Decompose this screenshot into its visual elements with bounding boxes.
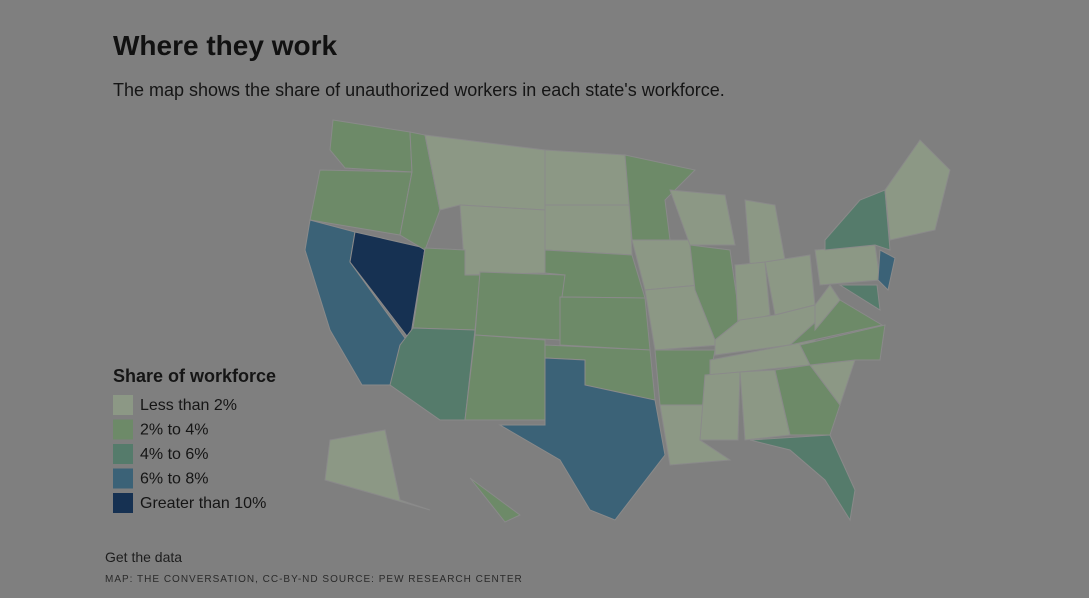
credit: MAP: THE CONVERSATION, CC-BY-ND SOURCE: …	[105, 574, 523, 585]
legend-label: 4% to 6%	[140, 446, 208, 463]
legend-swatch	[113, 395, 133, 415]
legend-swatch	[113, 468, 133, 489]
state	[814, 284, 841, 332]
state	[559, 296, 651, 351]
state	[814, 244, 881, 286]
state	[699, 371, 741, 441]
state	[464, 334, 546, 421]
state	[734, 261, 771, 326]
legend-label: 2% to 4%	[140, 422, 208, 439]
state	[544, 204, 633, 256]
state	[774, 364, 841, 436]
legend-title: Share of workforce	[113, 366, 276, 386]
legend-label: Less than 2%	[140, 397, 237, 414]
legend-swatch	[113, 493, 133, 513]
state	[474, 271, 566, 341]
state	[799, 324, 886, 366]
state	[324, 429, 431, 511]
state	[424, 134, 546, 211]
state	[624, 154, 697, 241]
legend-swatch	[113, 419, 133, 440]
state	[544, 149, 631, 206]
state	[877, 249, 896, 292]
state	[744, 199, 786, 266]
state	[329, 119, 413, 173]
state	[669, 189, 736, 246]
state	[459, 204, 546, 276]
state	[389, 327, 476, 421]
get-data-link[interactable]: Get the data	[105, 549, 183, 565]
legend-swatch	[113, 444, 133, 464]
state	[749, 434, 856, 522]
state	[498, 357, 666, 521]
state	[469, 477, 521, 523]
state	[764, 254, 816, 316]
legend: Less than 2% 2% to 4% 4% to 6% 6% to 8% Grea…	[113, 395, 266, 513]
legend-label: 6% to 8%	[140, 471, 208, 488]
title: Where they work	[113, 30, 338, 61]
state	[838, 284, 881, 311]
state	[659, 404, 732, 466]
subtitle: The map shows the share of unauthorized …	[113, 80, 725, 100]
state	[824, 189, 891, 251]
states	[304, 119, 951, 523]
state	[884, 139, 951, 241]
legend-label: Greater than 10%	[140, 495, 266, 512]
